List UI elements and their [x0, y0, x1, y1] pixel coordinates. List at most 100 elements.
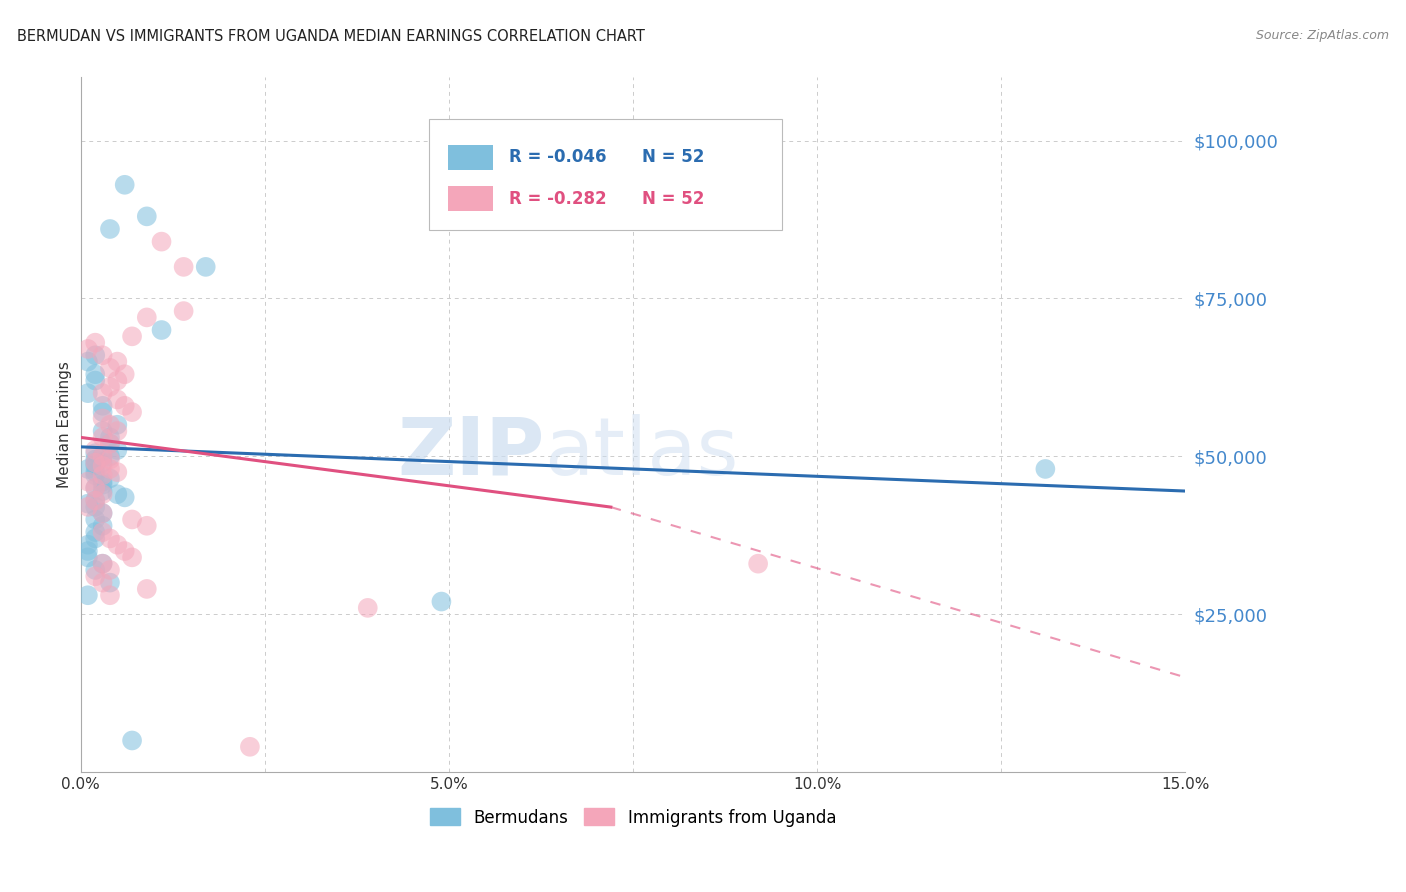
Text: ZIP: ZIP [398, 414, 544, 491]
Point [84, 348, 107, 362]
Point [114, 544, 136, 558]
Point [105, 538, 128, 552]
Point [105, 424, 128, 438]
Text: BERMUDAN VS IMMIGRANTS FROM UGANDA MEDIAN EARNINGS CORRELATION CHART: BERMUDAN VS IMMIGRANTS FROM UGANDA MEDIA… [17, 29, 645, 44]
Point [91, 557, 114, 571]
Point [77, 544, 100, 558]
Point [98, 563, 121, 577]
Text: R = -0.282: R = -0.282 [509, 190, 607, 208]
Point [84, 500, 107, 514]
Point [98, 436, 121, 450]
Point [91, 450, 114, 464]
Point [91, 506, 114, 520]
Point [84, 456, 107, 470]
Point [84, 465, 107, 479]
Point [105, 487, 128, 501]
FancyBboxPatch shape [449, 145, 492, 169]
Point [135, 582, 157, 596]
Point [98, 360, 121, 375]
Text: N = 52: N = 52 [641, 190, 704, 208]
Point [105, 442, 128, 457]
Point [105, 392, 128, 407]
Point [91, 475, 114, 489]
Point [84, 368, 107, 382]
Point [77, 500, 100, 514]
Point [84, 456, 107, 470]
Point [77, 342, 100, 356]
Point [91, 456, 114, 470]
Point [91, 525, 114, 540]
Point [121, 512, 143, 526]
Point [357, 600, 380, 615]
Point [91, 348, 114, 362]
Point [98, 452, 121, 467]
Point [91, 411, 114, 425]
Point [77, 588, 100, 602]
Legend: Bermudans, Immigrants from Uganda: Bermudans, Immigrants from Uganda [423, 802, 844, 833]
Point [84, 563, 107, 577]
Point [91, 487, 114, 501]
Point [150, 323, 173, 337]
Point [150, 235, 173, 249]
Point [114, 399, 136, 413]
Point [91, 424, 114, 438]
Point [77, 386, 100, 401]
Point [91, 557, 114, 571]
Point [84, 452, 107, 467]
Point [91, 468, 114, 483]
Point [98, 575, 121, 590]
Point [114, 491, 136, 505]
Point [1035, 462, 1057, 476]
Point [91, 450, 114, 464]
Text: R = -0.046: R = -0.046 [509, 148, 606, 166]
Point [91, 405, 114, 419]
Point [239, 739, 262, 754]
Point [98, 471, 121, 485]
Point [121, 329, 143, 343]
Point [77, 538, 100, 552]
Point [747, 557, 769, 571]
Point [105, 354, 128, 368]
Point [84, 335, 107, 350]
Text: N = 52: N = 52 [641, 148, 704, 166]
Point [135, 210, 157, 224]
FancyBboxPatch shape [449, 186, 492, 211]
Point [84, 532, 107, 546]
Point [105, 374, 128, 388]
Point [91, 477, 114, 491]
Point [84, 493, 107, 508]
Point [91, 386, 114, 401]
Point [98, 436, 121, 450]
Point [84, 481, 107, 495]
Point [121, 550, 143, 565]
Point [114, 178, 136, 192]
Point [84, 442, 107, 457]
Point [84, 481, 107, 495]
Y-axis label: Median Earnings: Median Earnings [58, 361, 72, 488]
Point [84, 374, 107, 388]
FancyBboxPatch shape [429, 120, 782, 230]
Point [91, 506, 114, 520]
Point [105, 465, 128, 479]
Point [77, 462, 100, 476]
Point [84, 493, 107, 508]
Point [77, 354, 100, 368]
Point [98, 222, 121, 236]
Text: atlas: atlas [544, 414, 740, 491]
Point [105, 417, 128, 432]
Point [91, 518, 114, 533]
Point [91, 430, 114, 444]
Point [77, 475, 100, 489]
Point [91, 399, 114, 413]
Point [98, 462, 121, 476]
Point [98, 417, 121, 432]
Point [114, 368, 136, 382]
Point [98, 380, 121, 394]
Point [430, 594, 453, 608]
Point [84, 468, 107, 483]
Point [91, 458, 114, 473]
Point [91, 484, 114, 499]
Point [84, 525, 107, 540]
Point [77, 550, 100, 565]
Point [84, 458, 107, 473]
